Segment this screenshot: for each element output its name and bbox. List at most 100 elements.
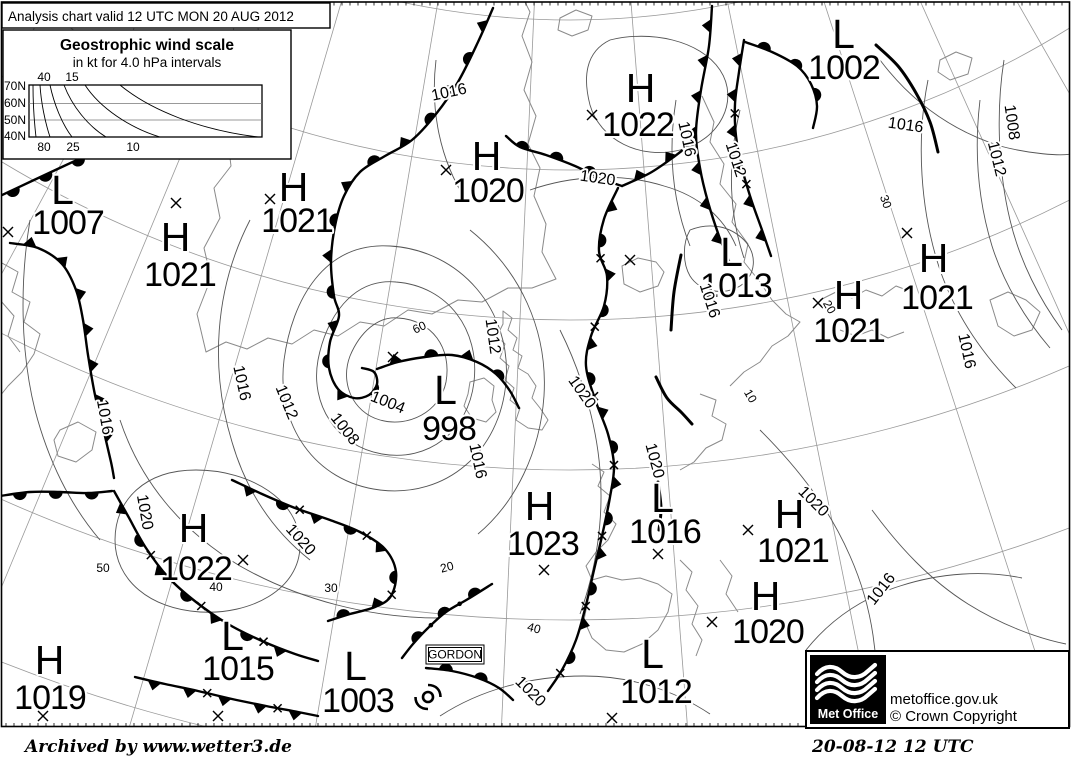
weather-fronts <box>2 4 940 721</box>
wind-scale-legend: Geostrophic wind scale in kt for 4.0 hPa… <box>2 29 292 160</box>
pressure-value: 1019 <box>14 679 86 717</box>
front-warm <box>400 582 494 660</box>
latitude-circle <box>2 332 1069 471</box>
storm-name-label: GORDON <box>428 648 482 662</box>
graticule-label: 30 <box>877 193 895 211</box>
coastline <box>583 463 673 653</box>
cold-front-triangle-icon <box>755 228 767 242</box>
cold-front-triangle-icon <box>210 612 222 624</box>
front-warm <box>424 663 515 702</box>
isobar-line <box>119 419 441 619</box>
front-dot-icon <box>457 601 462 607</box>
pressure-letter: L <box>344 643 366 689</box>
pressure-value: 1013 <box>700 267 772 305</box>
cold-front-triangle-icon <box>587 336 598 351</box>
pressure-letter: H <box>775 491 804 537</box>
pressure-value: 1015 <box>202 650 274 688</box>
wind-scale-top-label: 15 <box>65 70 79 84</box>
pressure-letter: L <box>641 631 663 677</box>
latitude-circle <box>399 2 741 21</box>
pressure-value: 1016 <box>629 513 701 551</box>
pressure-letter: H <box>626 65 655 111</box>
warm-front-semicircle-icon <box>329 213 338 228</box>
warm-front-semicircle-icon <box>604 511 613 526</box>
warm-front-semicircle-icon <box>326 284 335 299</box>
warm-front-semicircle-icon <box>468 587 481 599</box>
warm-front-semicircle-icon <box>492 369 505 381</box>
front-cold <box>726 38 773 258</box>
cold-front-triangle-icon <box>445 84 457 97</box>
pressure-value: 1002 <box>808 49 880 87</box>
isobar-value-label: 1016 <box>93 398 116 436</box>
copyright-text: © Crown Copyright <box>890 708 1018 725</box>
cold-front-triangle-icon <box>75 287 87 302</box>
warm-front-semicircle-icon <box>424 349 439 358</box>
front-cold <box>686 4 733 268</box>
cold-front-triangle-icon <box>701 18 712 33</box>
wind-scale-curve <box>39 84 51 138</box>
front-cold <box>620 139 696 188</box>
pressure-value: 1020 <box>732 613 804 651</box>
coastline <box>496 310 549 431</box>
isobar-line <box>439 675 711 717</box>
coastline <box>989 291 1041 337</box>
pressure-letter: H <box>472 133 501 179</box>
cold-front-triangle-icon <box>115 502 128 515</box>
warm-front-semicircle-icon <box>180 590 193 602</box>
warm-front-semicircle-icon <box>336 609 351 619</box>
front-trough <box>654 375 694 426</box>
warm-front-semicircle-icon <box>586 372 596 386</box>
warm-front-semicircle-icon <box>474 672 488 682</box>
warm-front-semicircle-icon <box>38 171 53 182</box>
isobar-line <box>805 573 1023 651</box>
coastline <box>937 51 973 81</box>
warm-front-semicircle-icon <box>367 155 381 166</box>
coastline <box>557 9 593 37</box>
isobar-value-label: 1016 <box>229 364 253 402</box>
warm-front-semicircle-icon <box>462 52 473 66</box>
front-occluded <box>546 186 622 693</box>
warm-front-semicircle-icon <box>12 492 27 501</box>
wind-scale-top-label: 40 <box>37 70 51 84</box>
warm-front-semicircle-icon <box>588 581 597 596</box>
front-cold <box>8 236 116 480</box>
front-warm <box>743 40 822 130</box>
cold-front-triangle-icon <box>460 349 474 361</box>
isobar-line <box>316 281 476 456</box>
warm-front-semicircle-icon <box>438 663 453 672</box>
cold-front-triangle-icon <box>711 231 723 245</box>
coastline <box>679 393 727 471</box>
map-frame <box>0 1 1071 728</box>
front-occluded <box>112 489 320 663</box>
cold-front-triangle-icon <box>337 388 349 401</box>
warm-front-semicircle-icon <box>322 354 330 369</box>
metoffice-logo-icon <box>814 662 878 704</box>
graticule-label: 50 <box>96 561 110 575</box>
wind-scale-bottom-label: 10 <box>126 140 140 154</box>
cold-front-triangle-icon <box>88 358 99 373</box>
pressure-letter: H <box>179 505 208 551</box>
warm-front-semicircle-icon <box>411 631 424 644</box>
warm-front-semicircle-icon <box>84 492 99 500</box>
isobar-value-label: 1016 <box>430 81 468 105</box>
front-warm <box>504 134 624 188</box>
wind-scale-curve <box>63 84 107 138</box>
cold-front-triangle-icon <box>217 695 232 707</box>
wind-scale-bottom-label: 25 <box>66 140 80 154</box>
cold-front-triangle-icon <box>697 54 708 69</box>
pressure-letter: H <box>525 483 554 529</box>
coastline <box>719 559 739 613</box>
isobar-line <box>529 176 737 247</box>
cold-front-triangle-icon <box>182 687 197 698</box>
cold-front-triangle-icon <box>147 680 162 691</box>
